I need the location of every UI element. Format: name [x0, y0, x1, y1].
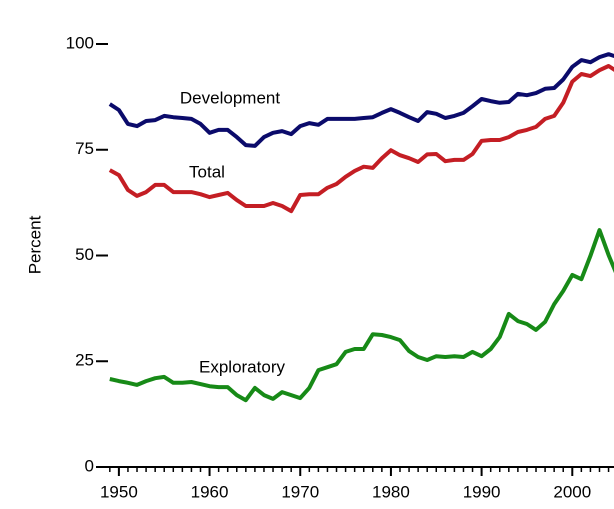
- x-tick-label: 1990: [463, 482, 501, 501]
- series-label: Exploratory: [199, 357, 285, 376]
- series-line: [108, 52, 614, 148]
- x-tick-label: 1960: [191, 482, 229, 501]
- y-tick-label: 0: [85, 456, 94, 475]
- x-tick-label: 2000: [553, 482, 591, 501]
- y-axis-label: Percent: [25, 215, 44, 274]
- y-tick-label: 25: [75, 351, 94, 370]
- series-line: [109, 228, 614, 403]
- y-tick-label: 50: [75, 245, 94, 264]
- x-tick-label: 1950: [100, 482, 138, 501]
- plot-area: [108, 52, 614, 403]
- y-tick-label: 75: [75, 139, 94, 158]
- x-tick-label: 1980: [372, 482, 410, 501]
- series-label: Development: [180, 88, 280, 107]
- series-line: [108, 64, 614, 214]
- y-tick-label: 100: [66, 33, 94, 52]
- x-tick-label: 1970: [281, 482, 319, 501]
- series-label: Total: [189, 162, 225, 181]
